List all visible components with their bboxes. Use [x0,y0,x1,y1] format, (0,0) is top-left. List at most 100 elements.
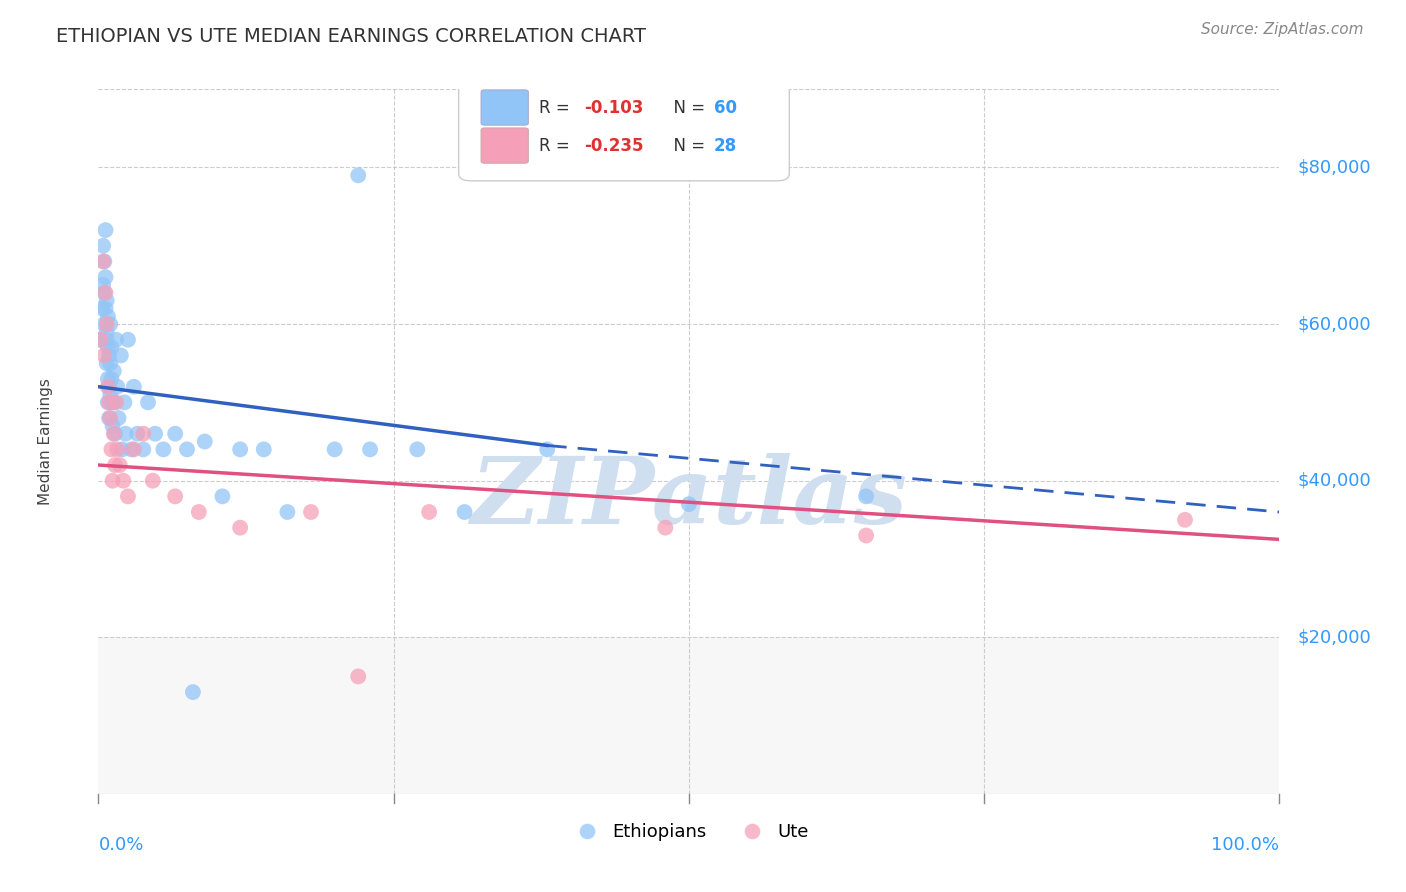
Text: ZIPatlas: ZIPatlas [471,453,907,543]
Point [105,442,128,457]
Legend: Ethiopians, Ute: Ethiopians, Ute [562,816,815,848]
Text: 100.0%: 100.0% [1212,836,1279,855]
Point [165,489,187,503]
Bar [98,637,1279,794]
FancyBboxPatch shape [481,90,529,125]
Point [152,442,174,457]
Point [121,442,143,457]
Point [96,317,118,331]
Point [142,474,165,488]
Text: -0.235: -0.235 [583,136,644,154]
Point [97,395,120,409]
Point [194,434,217,449]
Point [112,474,135,488]
Point [93,348,115,362]
Point [97,372,120,386]
Point [132,426,155,441]
Point [103,395,125,409]
Point [103,364,125,378]
Point [117,333,139,347]
Text: 60: 60 [714,98,737,117]
Point [136,395,159,409]
Text: N =: N = [664,136,710,154]
Point [97,341,120,355]
Point [418,505,440,519]
Point [855,489,877,503]
Point [90,333,112,347]
Point [98,380,121,394]
Point [94,301,117,316]
Point [108,458,131,472]
Point [127,426,149,441]
Point [347,669,370,683]
Point [101,395,124,409]
Point [165,426,187,441]
Point [100,442,122,457]
Point [94,285,117,300]
Text: Median Earnings: Median Earnings [38,378,53,505]
Point [96,333,118,347]
Point [122,380,145,394]
Point [89,333,111,347]
Text: R =: R = [538,98,575,117]
Point [105,333,128,347]
Point [98,317,121,331]
Point [110,348,132,362]
Point [107,411,129,425]
Point [112,395,135,409]
Point [678,497,700,511]
Text: ETHIOPIAN VS UTE MEDIAN EARNINGS CORRELATION CHART: ETHIOPIAN VS UTE MEDIAN EARNINGS CORRELA… [56,27,647,45]
Point [111,442,134,457]
Point [98,411,121,425]
Text: -0.103: -0.103 [583,98,643,117]
Point [98,356,121,370]
Point [406,442,429,457]
Text: Source: ZipAtlas.com: Source: ZipAtlas.com [1201,22,1364,37]
Text: N =: N = [664,98,710,117]
Point [104,426,127,441]
Point [105,395,128,409]
Point [98,395,121,409]
Point [96,293,118,308]
Point [253,442,276,457]
Point [96,356,118,370]
Point [98,387,121,401]
Point [91,239,114,253]
Point [105,380,128,394]
Point [323,442,346,457]
Point [229,442,252,457]
Point [299,505,322,519]
Point [122,442,145,457]
Point [654,521,676,535]
Point [100,341,122,355]
Point [98,411,121,425]
Text: $20,000: $20,000 [1298,628,1371,647]
Point [181,685,204,699]
FancyBboxPatch shape [481,128,529,163]
Point [93,285,115,300]
Point [93,317,115,331]
Point [453,505,475,519]
Point [104,458,127,472]
Point [97,310,120,324]
Text: 0.0%: 0.0% [98,836,143,855]
Point [96,325,118,339]
Point [91,301,114,316]
Point [117,489,139,503]
Point [536,442,558,457]
Point [211,489,233,503]
Point [91,277,114,292]
Point [97,380,120,394]
Point [359,442,381,457]
Text: R =: R = [538,136,575,154]
Point [276,505,298,519]
Text: 28: 28 [714,136,737,154]
Point [187,505,209,519]
Point [114,426,136,441]
Point [132,442,155,457]
Text: $40,000: $40,000 [1298,472,1371,490]
Point [347,169,370,183]
Text: $80,000: $80,000 [1298,159,1371,177]
FancyBboxPatch shape [458,68,789,181]
Point [103,426,125,441]
